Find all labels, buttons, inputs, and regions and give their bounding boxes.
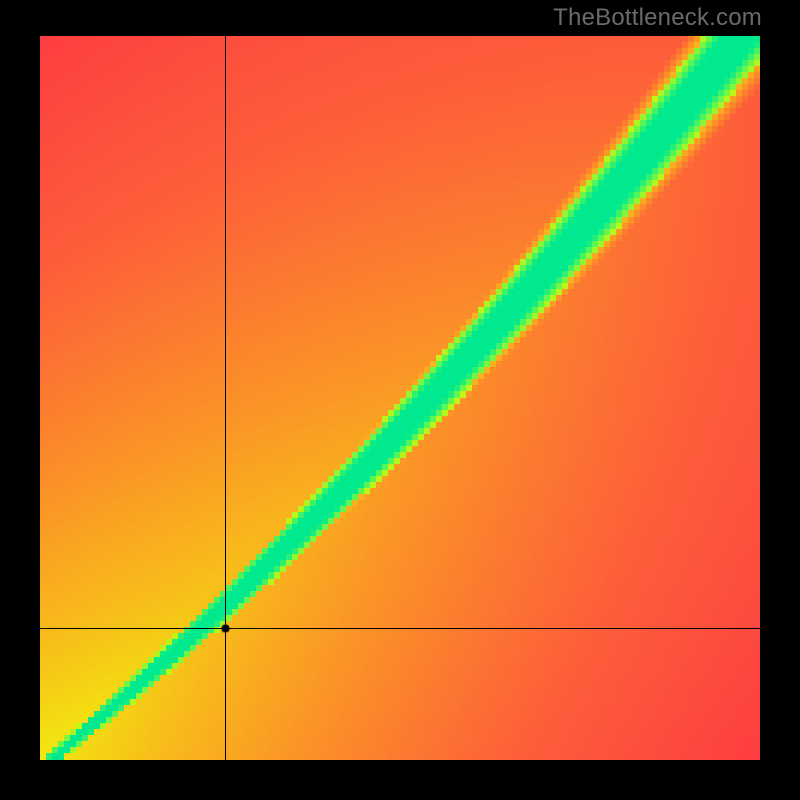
chart-frame: TheBottleneck.com — [0, 0, 800, 800]
crosshair-marker — [40, 36, 760, 760]
plot-area — [40, 36, 760, 760]
watermark-text: TheBottleneck.com — [553, 4, 762, 32]
